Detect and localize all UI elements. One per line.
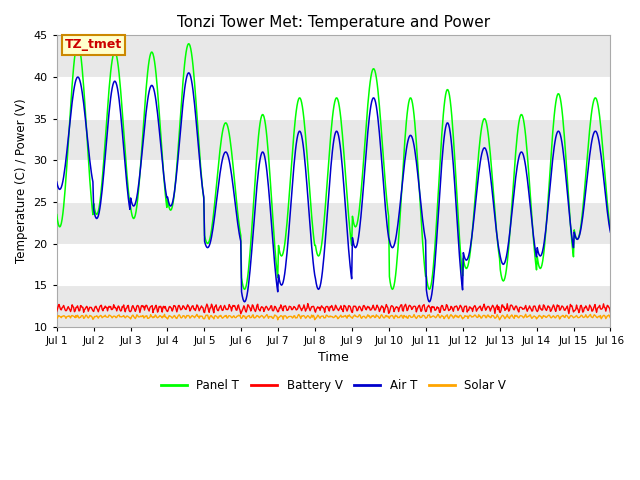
Bar: [57, 202, 611, 243]
Bar: [57, 243, 611, 285]
Y-axis label: Temperature (C) / Power (V): Temperature (C) / Power (V): [15, 99, 28, 264]
Bar: [57, 36, 611, 77]
Legend: Panel T, Battery V, Air T, Solar V: Panel T, Battery V, Air T, Solar V: [156, 374, 511, 396]
Bar: [57, 285, 611, 327]
Text: TZ_tmet: TZ_tmet: [65, 38, 122, 51]
Bar: [57, 119, 611, 160]
Bar: [57, 77, 611, 119]
X-axis label: Time: Time: [318, 351, 349, 364]
Bar: [57, 160, 611, 202]
Title: Tonzi Tower Met: Temperature and Power: Tonzi Tower Met: Temperature and Power: [177, 15, 490, 30]
